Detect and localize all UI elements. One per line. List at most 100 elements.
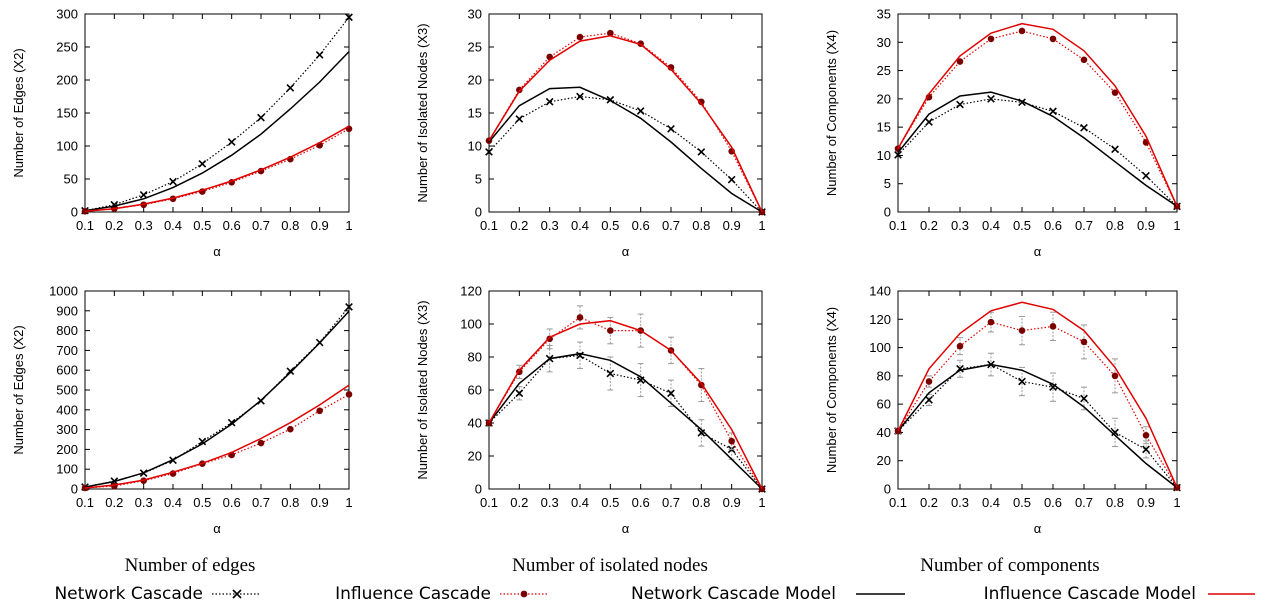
y-tick-label: 50 — [64, 172, 78, 187]
influence-cascade-errorbar — [926, 375, 932, 388]
influence-cascade-line — [84, 128, 350, 212]
x-tick-label: 0.2 — [510, 218, 528, 233]
network-cascade-errorbar — [698, 419, 705, 447]
x-tick-label: 0.4 — [164, 218, 182, 233]
network-cascade-point — [257, 113, 265, 122]
x-tick-label: 0.7 — [662, 495, 680, 510]
network-cascade-point — [227, 138, 236, 146]
influence-cascade-point — [607, 29, 614, 37]
y-tick-label: 80 — [877, 368, 891, 383]
x-tick-label: 0.2 — [105, 218, 123, 233]
network-cascade-point — [576, 351, 584, 360]
influence-cascade-point — [1080, 56, 1088, 64]
influence-cascade-point — [316, 407, 323, 415]
network-cascade-point — [1111, 428, 1119, 437]
x-tick-label: 0.2 — [510, 495, 528, 510]
x-tick-label: 0.4 — [571, 218, 589, 233]
network-cascade-point — [286, 84, 295, 92]
network-cascade-point — [1049, 383, 1057, 392]
y-tick-label: 150 — [56, 106, 78, 121]
y-tick-label: 80 — [468, 350, 482, 365]
influence-cascade-line — [84, 393, 350, 489]
y-tick-label: 40 — [877, 425, 891, 440]
x-tick-label: 0.6 — [223, 495, 241, 510]
network-cascade-point — [169, 177, 177, 186]
influence-cascade-errorbar — [668, 336, 674, 365]
network-cascade-errorbar — [607, 356, 614, 391]
y-tick-label: 40 — [468, 416, 482, 431]
y-tick-label: 120 — [460, 284, 482, 299]
y-axis-label: Number of Components (X4) — [824, 30, 839, 196]
network-model-line — [488, 352, 763, 490]
influence-cascade-point — [728, 437, 735, 445]
y-tick-label: 0 — [475, 205, 482, 220]
y-tick-label: 120 — [869, 312, 891, 327]
influence-cascade-point — [1018, 327, 1026, 334]
network-cascade-errorbar — [546, 344, 553, 373]
y-tick-label: 5 — [475, 172, 482, 187]
x-tick-label: 0.5 — [601, 218, 619, 233]
plot-frame — [84, 290, 350, 490]
network-model-line — [897, 91, 1178, 207]
x-tick-label: 1 — [345, 218, 352, 233]
y-tick-label: 250 — [56, 40, 78, 55]
influence-cascade-point — [987, 35, 995, 43]
y-tick-label: 100 — [56, 462, 78, 477]
network-cascade-point — [485, 148, 493, 156]
caption-edges: Number of edges — [125, 555, 256, 576]
x-tick-label: 0.8 — [692, 495, 710, 510]
chart-4: 0 100 200 300 400 500 600 700 800 900 1000 0.1 0.2 0.… — [11, 284, 353, 536]
x-tick-label: 0.5 — [193, 495, 211, 510]
influence-cascade-line — [488, 316, 763, 490]
network-cascade-point — [1111, 145, 1119, 154]
network-cascade-line — [84, 306, 350, 488]
influence-cascade-point — [345, 391, 353, 398]
network-model-line — [84, 51, 350, 212]
x-tick-label: 0.8 — [692, 218, 710, 233]
y-tick-label: 15 — [468, 106, 482, 121]
network-cascade-point — [515, 389, 524, 398]
x-axis-label: α — [213, 521, 221, 536]
plot-frame — [488, 290, 763, 490]
network-model-line — [488, 86, 763, 213]
network-cascade-point — [925, 396, 933, 404]
x-tick-label: 0.7 — [252, 495, 270, 510]
y-tick-label: 15 — [877, 120, 891, 135]
influence-model-line — [84, 125, 350, 213]
x-tick-label: 0.6 — [632, 218, 650, 233]
influence-cascade-point — [607, 327, 614, 334]
x-tick-label: 0.9 — [723, 495, 741, 510]
x-tick-label: 0.2 — [920, 495, 938, 510]
influence-cascade-point — [576, 314, 584, 321]
network-cascade-point — [697, 429, 706, 437]
x-tick-label: 0.3 — [541, 218, 559, 233]
legend-label-influence-cascade: Influence Cascade — [335, 584, 491, 604]
network-cascade-line — [84, 16, 350, 212]
network-cascade-line — [897, 98, 1178, 207]
x-axis-label: α — [622, 244, 630, 259]
x-tick-label: 0.5 — [1013, 495, 1031, 510]
legend-swatch-influence-cascade — [500, 590, 548, 598]
x-tick-label: 0.9 — [1137, 495, 1155, 510]
network-cascade-errorbar — [668, 379, 674, 407]
network-cascade-point — [139, 190, 148, 199]
network-cascade-point — [987, 94, 995, 103]
y-tick-label: 0 — [71, 482, 78, 497]
influence-cascade-point — [516, 86, 523, 94]
network-cascade-point — [697, 148, 706, 156]
influence-cascade-point — [956, 58, 964, 65]
x-tick-label: 0.1 — [480, 495, 498, 510]
influence-cascade-point — [1142, 431, 1150, 439]
y-tick-label: 20 — [877, 91, 891, 106]
legend-label-influence-model: Influence Cascade Model — [984, 584, 1196, 604]
x-tick-label: 0.7 — [1075, 218, 1093, 233]
y-tick-label: 400 — [56, 402, 78, 417]
y-tick-label: 100 — [56, 139, 78, 154]
influence-cascade-point — [1080, 338, 1088, 346]
network-cascade-point — [667, 389, 675, 398]
network-cascade-point — [667, 124, 675, 133]
influence-cascade-point — [576, 33, 584, 41]
influence-cascade-point — [698, 98, 705, 106]
x-tick-label: 0.1 — [76, 218, 94, 233]
network-cascade-point — [1018, 377, 1026, 386]
